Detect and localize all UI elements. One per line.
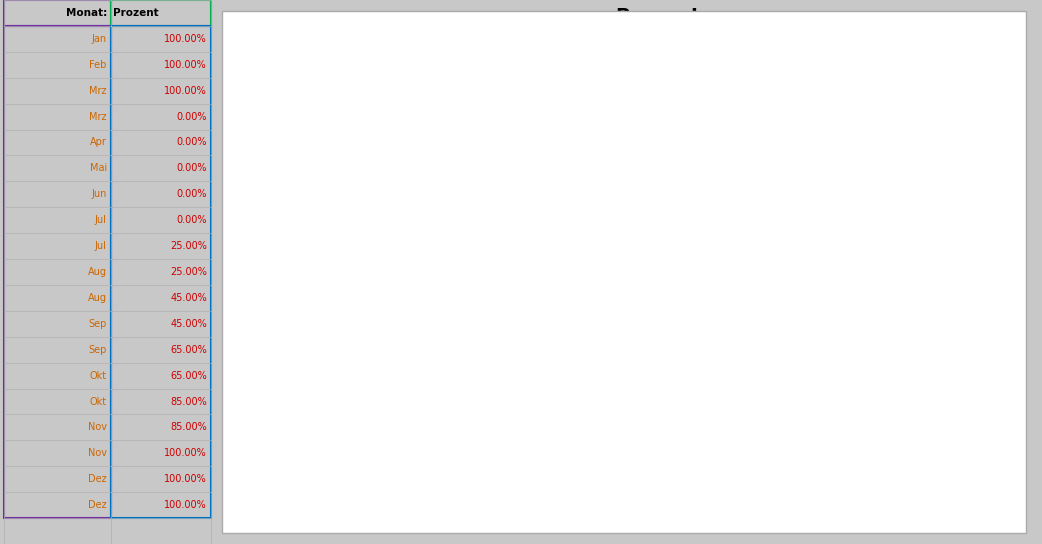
Text: Okt: Okt xyxy=(90,397,106,406)
Text: 100.00%: 100.00% xyxy=(165,60,207,70)
Text: 0.00%: 0.00% xyxy=(177,189,207,199)
Text: 0.00%: 0.00% xyxy=(177,112,207,121)
Text: 85.00%: 85.00% xyxy=(171,397,207,406)
Text: Monat:: Monat: xyxy=(66,8,106,18)
Text: Jul: Jul xyxy=(95,241,106,251)
Text: Dez: Dez xyxy=(89,500,106,510)
Text: 100.00%: 100.00% xyxy=(165,474,207,484)
Text: Dez: Dez xyxy=(89,474,106,484)
Text: 25.00%: 25.00% xyxy=(170,241,207,251)
Text: 25.00%: 25.00% xyxy=(170,267,207,277)
Text: Apr: Apr xyxy=(90,138,106,147)
Text: 85.00%: 85.00% xyxy=(171,423,207,432)
Text: Mrz: Mrz xyxy=(90,85,106,96)
Text: Nov: Nov xyxy=(88,423,106,432)
Text: 0.00%: 0.00% xyxy=(177,138,207,147)
Text: 100.00%: 100.00% xyxy=(165,34,207,44)
Text: Sep: Sep xyxy=(89,345,106,355)
Text: Mrz: Mrz xyxy=(90,112,106,121)
Text: 100.00%: 100.00% xyxy=(165,448,207,459)
Title: Prozent: Prozent xyxy=(616,7,700,26)
Text: Aug: Aug xyxy=(88,293,106,303)
Text: 65.00%: 65.00% xyxy=(171,345,207,355)
Text: 0.00%: 0.00% xyxy=(177,163,207,174)
Text: Jan: Jan xyxy=(92,34,106,44)
Text: Jun: Jun xyxy=(92,189,106,199)
Text: Mai: Mai xyxy=(90,163,106,174)
Text: 100.00%: 100.00% xyxy=(165,500,207,510)
Text: Prozent: Prozent xyxy=(114,8,158,18)
Text: Okt: Okt xyxy=(90,370,106,381)
Text: Sep: Sep xyxy=(89,319,106,329)
Text: 65.00%: 65.00% xyxy=(171,370,207,381)
Text: Aug: Aug xyxy=(88,267,106,277)
Text: 100.00%: 100.00% xyxy=(165,85,207,96)
Text: Nov: Nov xyxy=(88,448,106,459)
Text: 0.00%: 0.00% xyxy=(177,215,207,225)
Text: 45.00%: 45.00% xyxy=(171,293,207,303)
Text: 45.00%: 45.00% xyxy=(171,319,207,329)
Text: Jul: Jul xyxy=(95,215,106,225)
Text: Feb: Feb xyxy=(90,60,106,70)
